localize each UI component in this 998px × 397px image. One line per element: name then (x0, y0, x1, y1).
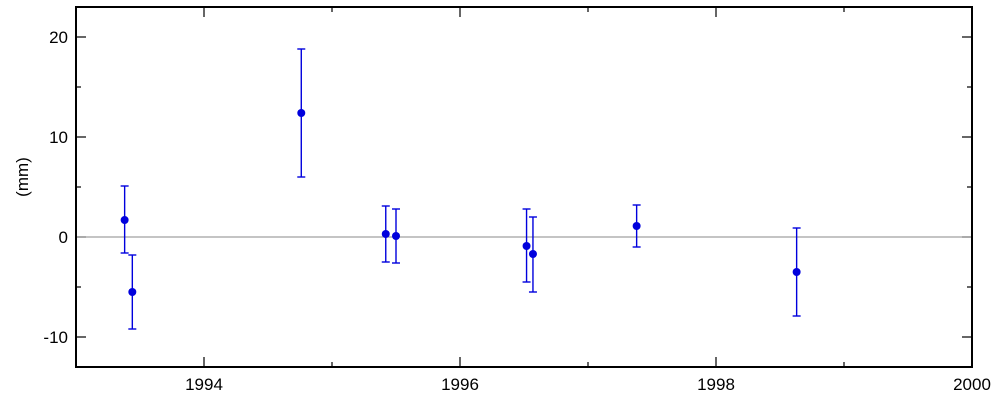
labels-layer: 1994 1996 1998 2000 -10 0 10 20 (43, 28, 990, 394)
x-tick-label: 2000 (953, 375, 991, 394)
y-tick-label: 10 (49, 128, 68, 147)
x-tick-label: 1996 (441, 375, 479, 394)
data-point (632, 204, 641, 248)
point-marker (381, 230, 390, 238)
data-point (128, 254, 137, 330)
ticks-layer (75, 7, 973, 367)
data-point (522, 208, 531, 283)
point-marker (392, 232, 400, 240)
data-point (381, 205, 390, 263)
points-layer (120, 48, 801, 330)
point-marker (297, 109, 306, 117)
point-marker (120, 216, 129, 224)
y-tick-label: 0 (59, 228, 68, 247)
point-marker (528, 250, 537, 258)
data-point (792, 227, 801, 317)
y-tick-label: 20 (49, 28, 68, 47)
point-marker (128, 288, 137, 296)
data-point (120, 185, 129, 254)
point-marker (632, 222, 641, 230)
point-marker (792, 268, 801, 276)
point-marker (522, 242, 531, 250)
data-point (528, 216, 537, 293)
x-tick-label: 1998 (697, 375, 735, 394)
x-tick-label: 1994 (185, 375, 223, 394)
y-axis-label: (mm) (13, 157, 32, 197)
data-point (297, 48, 306, 178)
data-point (392, 208, 400, 264)
plot-frame (75, 6, 973, 368)
y-tick-label: -10 (43, 328, 68, 347)
